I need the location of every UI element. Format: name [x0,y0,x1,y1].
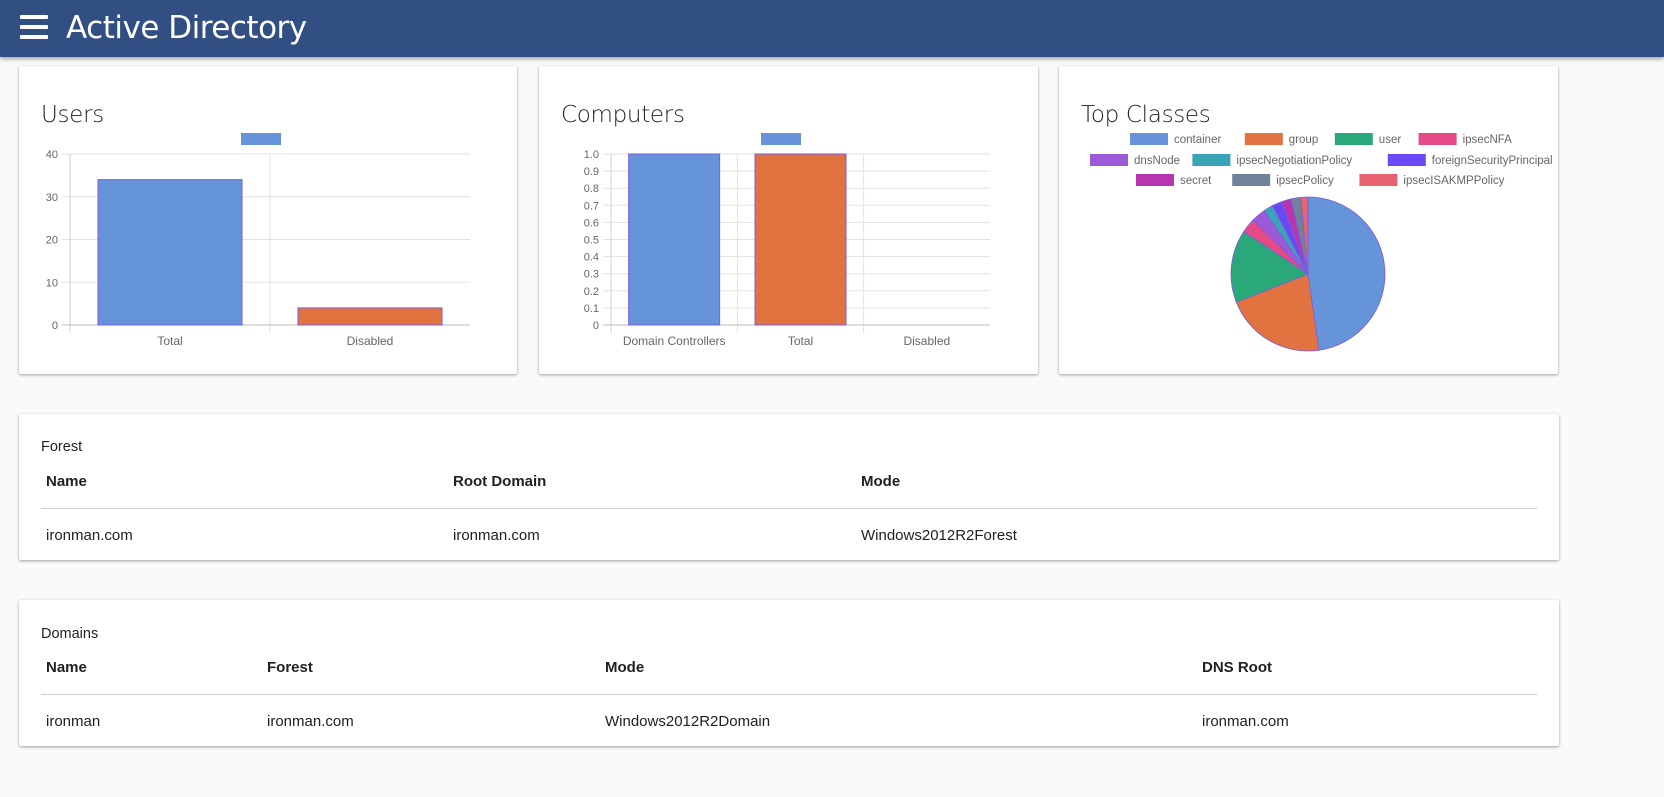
y-tick-label: 40 [46,149,58,161]
x-tick-label: Disabled [347,334,394,348]
computers-card: Computers 0 0.1 0.2 0.3 0.4 0.5 0.6 0.7 0.8 0.9 1.… [539,66,1038,374]
top-classes-card-title: Top Classes [1081,102,1211,128]
computers-card-title: Computers [561,102,685,128]
y-tick-label: 0.5 [584,235,599,247]
computers-bar-chart: 0 0.1 0.2 0.3 0.4 0.5 0.6 0.7 0.8 0.9 1.0 Domain Co… [584,133,990,348]
menu-icon[interactable] [20,15,48,39]
x-tick-label: Total [157,334,182,348]
domains-card: Domains Name Forest Mode DNS Root ironma… [19,600,1559,746]
y-tick-label: 0.1 [584,303,599,315]
app-bar: Active Directory [0,0,1664,57]
pie-slice-user [1230,231,1309,303]
domains-col-name: Name [41,642,262,695]
y-tick-label: 0.3 [584,269,599,281]
legend-label-dnsNode: dnsNode [1134,155,1180,167]
x-tick-label: Total [788,334,813,348]
forest-col-mode: Mode [856,456,1537,509]
page-title: Active Directory [66,10,307,46]
users-bar-chart: 0 10 20 30 40 Total Disabled [46,133,470,348]
forest-col-name: Name [41,456,448,509]
legend-label-user: user [1379,134,1402,146]
legend-label-secret: secret [1180,175,1212,187]
bar-total [97,179,243,326]
bar-total [754,153,847,326]
bar-disabled [297,307,443,326]
bar-domain-controllers [628,153,721,326]
y-tick-label: 0 [52,320,58,332]
domains-title: Domains [41,626,99,642]
y-tick-label: 0.9 [584,166,599,178]
y-tick-label: 0.2 [584,286,599,298]
x-tick-label: Domain Controllers [623,334,726,348]
pie-slice-ipsecISAKMPPolicy [1300,196,1309,275]
legend-label-foreignSecurityPrincipal: foreignSecurityPrincipal [1432,155,1553,167]
domains-col-forest: Forest [262,642,600,695]
legend-swatch-user [1334,133,1373,145]
legend-swatch-ipsecNegotiationPolicy [1192,154,1231,166]
y-tick-label: 10 [46,277,58,289]
legend-label-ipsecISAKMPPolicy: ipsecISAKMPPolicy [1403,175,1504,187]
legend-swatch-ipsecISAKMPPolicy [1359,174,1398,186]
top-classes-pie-chart: container group user ipsecNFA dnsNode ipsecNe… [1090,133,1553,352]
forest-table: Name Root Domain Mode ironman.com ironma… [41,456,1537,562]
forest-cell-name: ironman.com [46,526,133,544]
pie-slice-container [1307,196,1386,351]
domains-cell-forest: ironman.com [267,712,354,730]
legend-label-ipsecNegotiationPolicy: ipsecNegotiationPolicy [1236,155,1352,167]
domains-cell-mode: Windows2012R2Domain [605,712,771,730]
y-tick-label: 1.0 [584,149,599,161]
top-classes-card: Top Classes container group user ipsecNFA dn… [1059,66,1558,374]
y-tick-label: 0.4 [584,252,599,264]
forest-cell-root-domain: ironman.com [453,526,540,544]
forest-col-root-domain: Root Domain [448,456,856,509]
legend-swatch-foreignSecurityPrincipal [1387,154,1426,166]
y-tick-label: 0 [593,320,599,332]
legend-swatch-container [1130,133,1168,145]
legend-label-ipsecPolicy: ipsecPolicy [1276,175,1334,187]
legend-swatch-ipsecNFA [1418,133,1457,145]
domains-header-row: Name Forest Mode DNS Root [41,642,1537,695]
forest-cell-mode: Windows2012R2Forest [861,526,1017,544]
domains-col-mode: Mode [600,642,1197,695]
forest-card: Forest Name Root Domain Mode ironman.com… [19,414,1559,560]
y-tick-label: 30 [46,192,58,204]
y-tick-label: 0.7 [584,200,599,212]
table-row[interactable]: ironman ironman.com Windows2012R2Domain … [41,694,1537,748]
users-card-title: Users [41,102,104,128]
legend-swatch-dnsNode [1090,154,1128,166]
domains-cell-name: ironman [46,712,101,730]
domains-col-dns-root: DNS Root [1197,642,1537,695]
legend-swatch [761,133,801,145]
legend-swatch [241,133,281,145]
y-tick-label: 0.6 [584,217,599,229]
legend-label-container: container [1174,134,1221,146]
forest-header-row: Name Root Domain Mode [41,456,1537,509]
legend-swatch-secret [1136,174,1174,186]
domains-cell-dns-root: ironman.com [1202,712,1289,730]
legend-label-ipsecNFA: ipsecNFA [1463,134,1513,146]
table-row[interactable]: ironman.com ironman.com Windows2012R2For… [41,508,1537,562]
pie-slice-group [1235,273,1320,352]
y-tick-label: 0.8 [584,183,599,195]
users-card: Users 0 10 20 30 40 Total Disabled [19,66,517,374]
x-tick-label: Disabled [903,334,950,348]
domains-table: Name Forest Mode DNS Root ironman ironma… [41,642,1537,748]
legend-label-group: group [1289,134,1318,146]
y-tick-label: 20 [46,235,58,247]
forest-title: Forest [41,439,83,455]
legend-swatch-group [1244,133,1283,145]
legend-swatch-ipsecPolicy [1232,174,1271,186]
